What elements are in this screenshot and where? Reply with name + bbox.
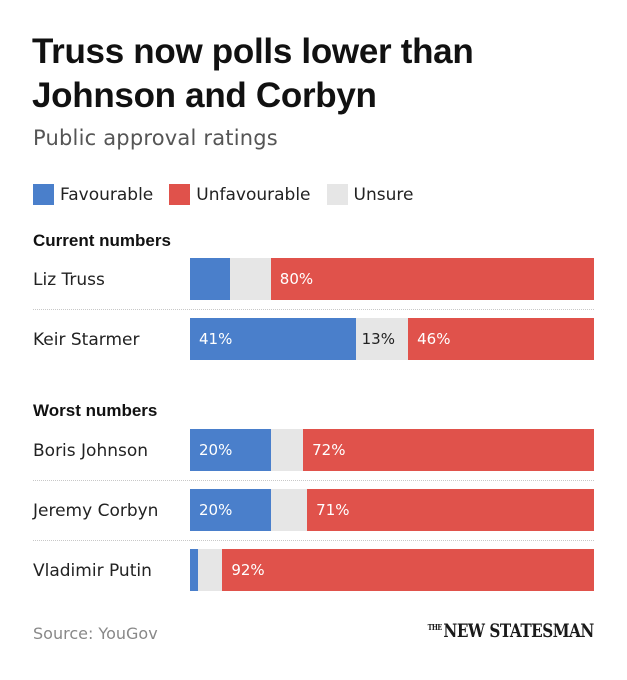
legend-item-unfavourable: Unfavourable xyxy=(169,184,311,205)
bar-row: 20% 71% xyxy=(190,489,594,531)
bar-unfavourable: 80% xyxy=(270,258,594,300)
data-label-favourable: 20% xyxy=(199,441,233,459)
data-label-unfavourable: 72% xyxy=(312,441,346,459)
bar-unsure xyxy=(270,429,304,471)
legend-swatch-favourable xyxy=(33,184,54,205)
row-label: Jeremy Corbyn xyxy=(33,501,159,521)
bar-favourable: 20% xyxy=(190,429,271,471)
row-label: Liz Truss xyxy=(33,270,105,290)
logo-the: THE xyxy=(427,622,443,632)
row-label: Vladimir Putin xyxy=(33,561,152,581)
bar-favourable: 41% xyxy=(190,318,356,360)
legend-swatch-unfavourable xyxy=(169,184,191,205)
bar-unsure: 13% xyxy=(355,318,409,360)
bar-favourable: 20% xyxy=(190,489,271,531)
bar-unfavourable: 46% xyxy=(408,318,594,360)
source-note: Source: YouGov xyxy=(33,624,158,643)
bar-favourable xyxy=(190,549,199,591)
bar-unsure xyxy=(270,489,308,531)
legend-item-unsure: Unsure xyxy=(326,184,414,205)
bar-favourable xyxy=(190,258,231,300)
data-label-unsure: 13% xyxy=(361,330,395,348)
logo-name: NEW STATESMAN xyxy=(443,620,595,642)
bar-unsure xyxy=(198,549,223,591)
row-divider xyxy=(33,480,594,481)
row-divider xyxy=(33,540,594,541)
legend-item-favourable: Favourable xyxy=(33,184,153,205)
bar-row: 41% 13% 46% xyxy=(190,318,594,360)
data-label-unfavourable: 80% xyxy=(279,270,314,288)
chart-title: Truss now polls lower than Johnson and C… xyxy=(32,32,474,115)
legend-swatch-unsure xyxy=(326,184,348,205)
bar-row: 20% 72% xyxy=(190,429,594,471)
bar-row: 92% xyxy=(190,549,594,591)
chart-subtitle: Public approval ratings xyxy=(33,126,278,150)
bar-row: 80% xyxy=(190,258,594,300)
bar-unfavourable: 72% xyxy=(303,429,594,471)
data-label-favourable: 41% xyxy=(199,330,233,348)
group-label-worst: Worst numbers xyxy=(33,401,158,420)
row-label: Keir Starmer xyxy=(33,330,140,350)
data-label-favourable: 20% xyxy=(199,501,233,519)
group-label-current: Current numbers xyxy=(33,231,171,250)
data-label-unfavourable: 92% xyxy=(231,561,265,579)
row-divider xyxy=(33,309,594,310)
data-label-unfavourable: 71% xyxy=(316,501,350,519)
publisher-logo: THE NEW STATESMAN xyxy=(427,620,595,642)
legend-label-favourable: Favourable xyxy=(60,184,154,205)
row-label: Boris Johnson xyxy=(33,441,149,461)
legend: Favourable Unfavourable Unsure xyxy=(33,184,429,205)
bar-unfavourable: 92% xyxy=(222,549,594,591)
data-label-unfavourable: 46% xyxy=(417,330,451,348)
bar-unfavourable: 71% xyxy=(307,489,594,531)
legend-label-unfavourable: Unfavourable xyxy=(196,184,311,205)
bar-unsure xyxy=(230,258,271,300)
legend-label-unsure: Unsure xyxy=(353,184,414,205)
